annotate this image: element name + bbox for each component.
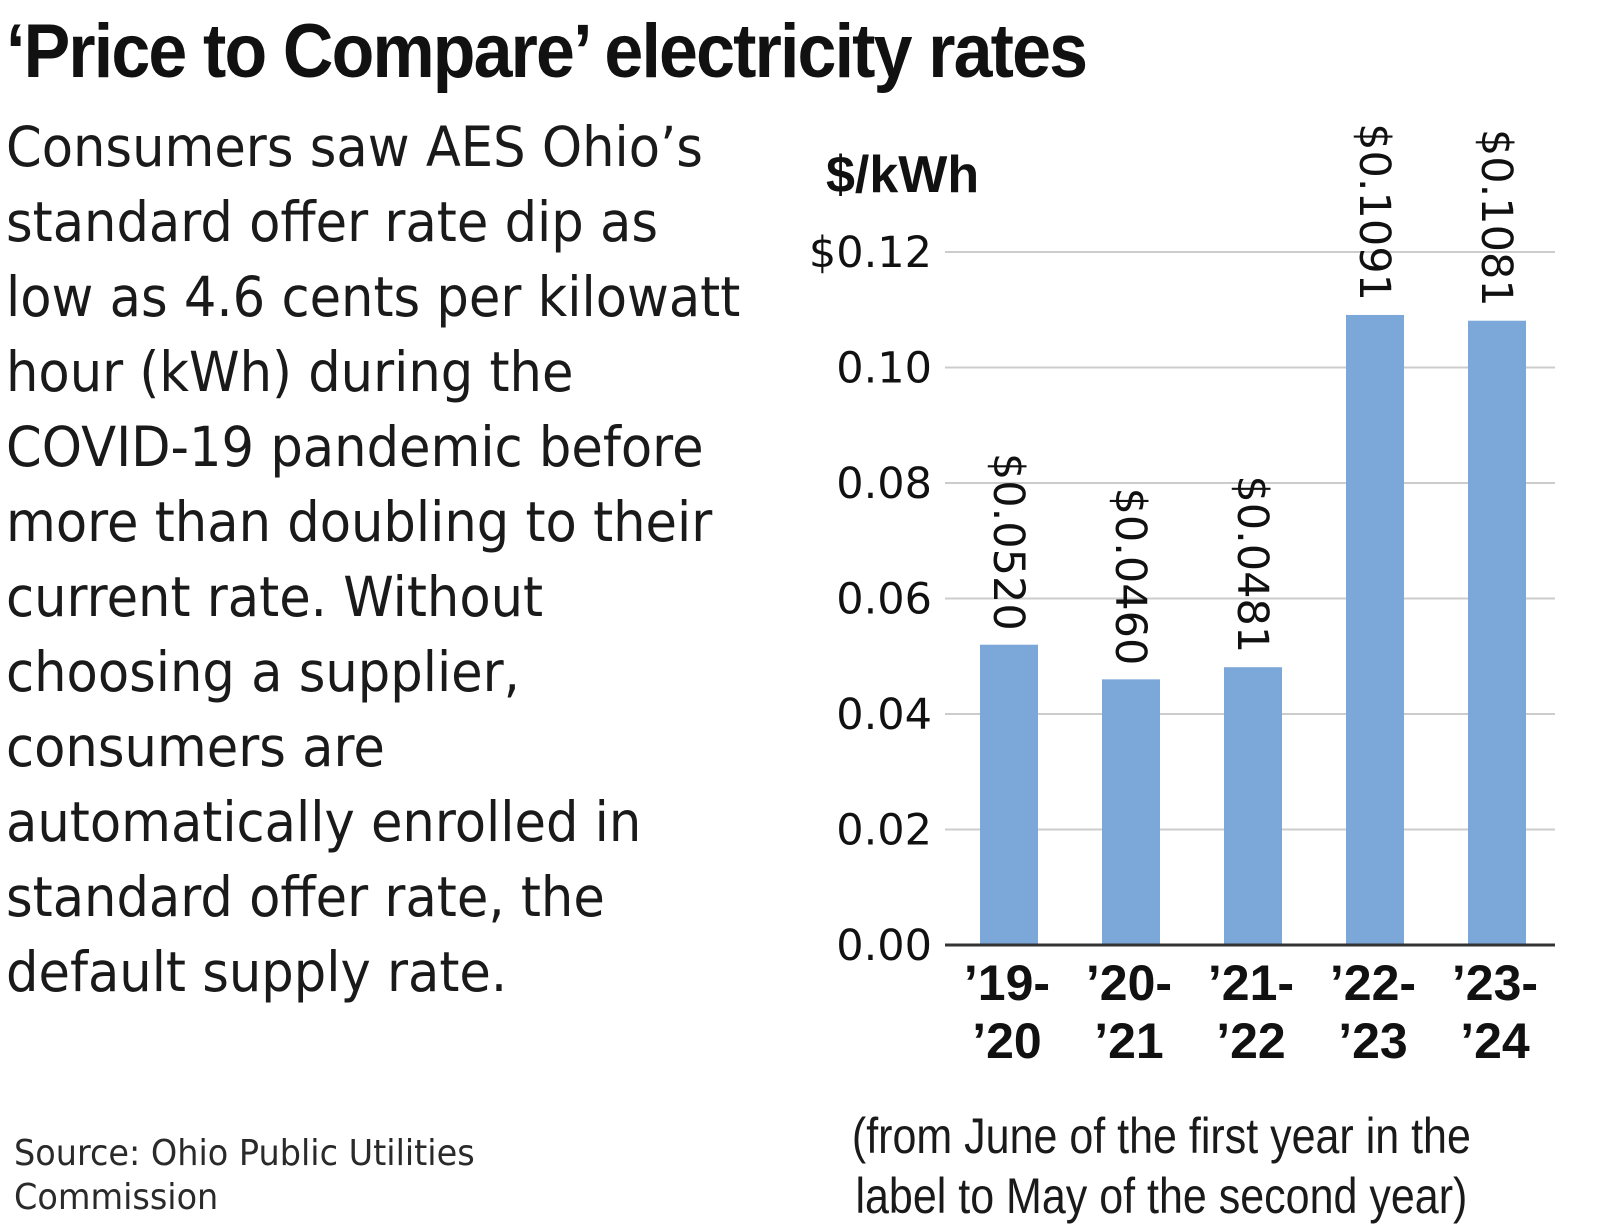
bar bbox=[1346, 314, 1404, 945]
x-tick-label: ’24 bbox=[1460, 1013, 1530, 1069]
x-tick-label: ’23- bbox=[1452, 955, 1538, 1011]
data-label: $0.0460 bbox=[1105, 488, 1155, 666]
data-label: $0.1091 bbox=[1349, 123, 1399, 301]
x-tick-label: ’21- bbox=[1208, 955, 1294, 1011]
data-labels: $0.0520 $0.0460 $0.0481 $0.1091 $0.1081 bbox=[983, 123, 1521, 665]
y-tick-label: 0.02 bbox=[836, 806, 932, 856]
y-axis-ticks: $0.12 0.10 0.08 0.06 0.04 0.02 0.00 bbox=[809, 228, 932, 971]
x-tick-label: ’22 bbox=[1216, 1013, 1286, 1069]
x-tick-label: ’20- bbox=[1086, 955, 1172, 1011]
y-tick-label: 0.00 bbox=[836, 921, 932, 971]
x-tick-label: ’23 bbox=[1338, 1013, 1408, 1069]
y-tick-label: 0.10 bbox=[836, 344, 932, 394]
x-axis-ticks: ’19-’20 ’20-’21 ’21-’22 ’22-’23 ’23-’24 bbox=[964, 955, 1538, 1069]
y-axis-unit-label: $/kWh bbox=[826, 146, 979, 204]
bar bbox=[980, 644, 1038, 945]
bar bbox=[1224, 667, 1282, 945]
y-tick-label: $0.12 bbox=[809, 228, 932, 278]
chart-description: Consumers saw AES Ohio’s standard offer … bbox=[6, 115, 741, 1004]
bars bbox=[980, 314, 1526, 945]
data-label: $0.0520 bbox=[983, 453, 1033, 631]
source-credit: Source: Ohio Public Utilities Commission bbox=[14, 1133, 475, 1218]
x-tick-label: ’22- bbox=[1330, 955, 1416, 1011]
y-tick-label: 0.06 bbox=[836, 575, 932, 625]
chart-title: ‘Price to Compare’ electricity rates bbox=[6, 9, 1088, 94]
x-tick-label: ’21 bbox=[1094, 1013, 1164, 1069]
bar bbox=[1102, 679, 1160, 945]
x-tick-label: ’20 bbox=[972, 1013, 1042, 1069]
y-tick-label: 0.08 bbox=[836, 459, 932, 509]
bar bbox=[1468, 320, 1526, 945]
y-tick-label: 0.04 bbox=[836, 690, 932, 740]
data-label: $0.0481 bbox=[1227, 475, 1277, 653]
data-label: $0.1081 bbox=[1471, 129, 1521, 307]
x-tick-label: ’19- bbox=[964, 955, 1050, 1011]
x-axis-note: (from June of the first year in the labe… bbox=[851, 1108, 1471, 1224]
